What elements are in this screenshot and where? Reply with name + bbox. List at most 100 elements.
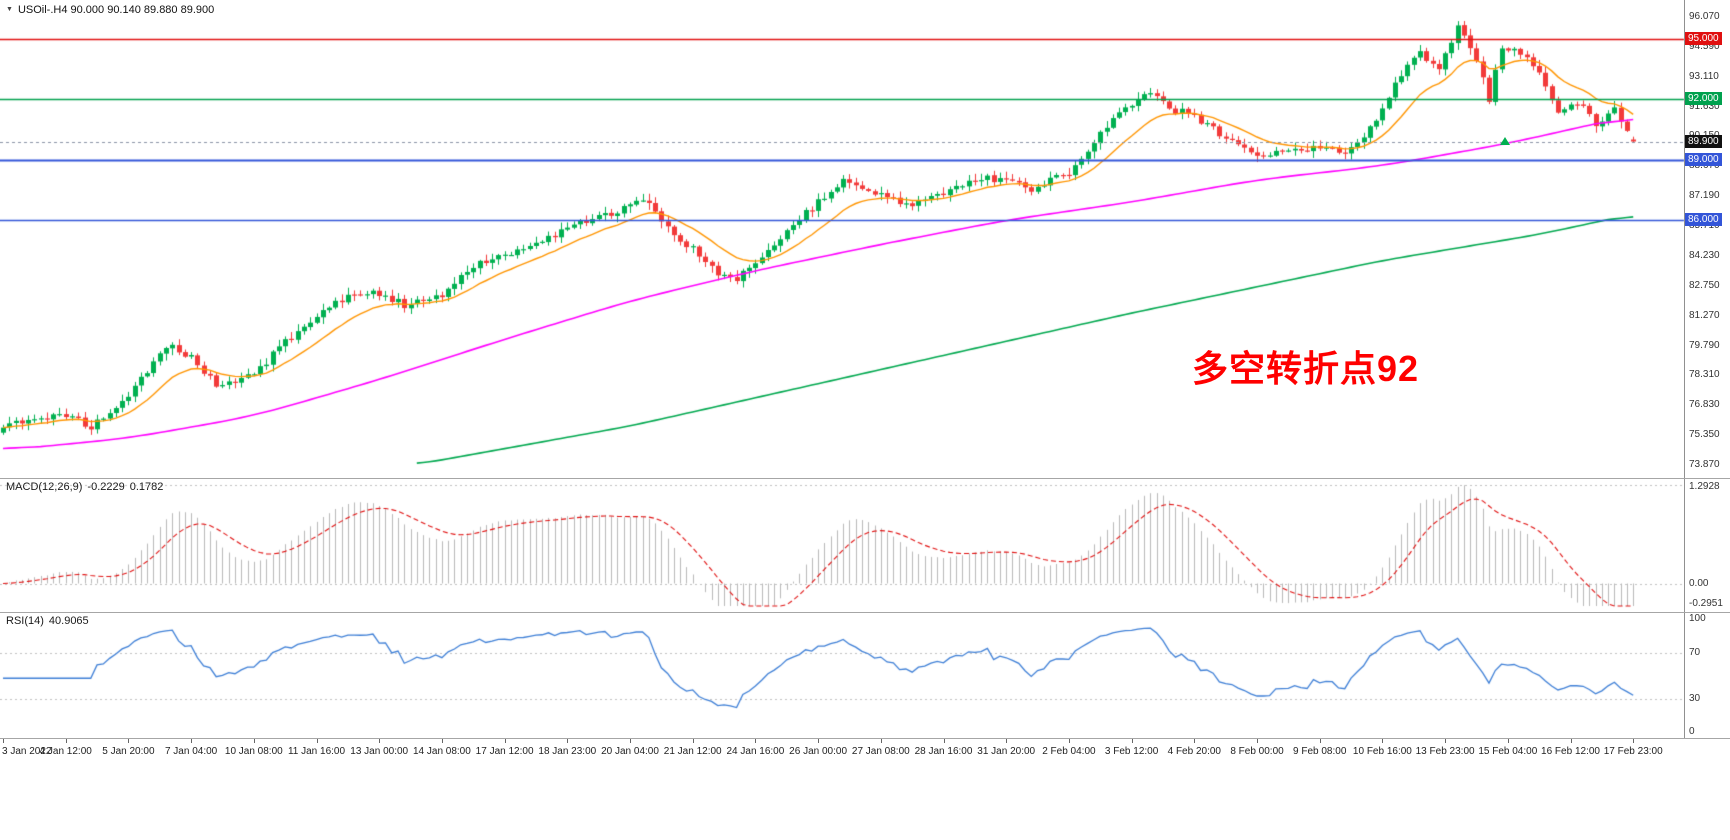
macd-panel: MACD(12,26,9) -0.2229 0.1782 1.2928 0.00 -0.…	[0, 479, 1730, 613]
time-axis-label: 20 Jan 04:00	[601, 746, 659, 757]
time-axis-tick	[943, 739, 945, 743]
time-axis-label: 27 Jan 08:00	[851, 746, 910, 757]
price-tick-label: 81.270	[1689, 309, 1720, 321]
time-axis-tick	[1257, 739, 1258, 743]
time-axis-tick	[1382, 739, 1384, 743]
time-axis-tick	[316, 739, 318, 743]
time-axis-label: 28 Jan 16:00	[914, 746, 973, 757]
time-axis-label: 13 Jan 00:00	[350, 746, 409, 757]
time-axis-tick	[692, 739, 694, 743]
time-axis-label: 5 Jan 20:00	[102, 746, 155, 757]
price-tick-label: 96.070	[1689, 11, 1720, 22]
chart-menu-icon[interactable]: ▼	[6, 6, 13, 13]
time-axis-label: 13 Feb 23:00	[1415, 746, 1475, 757]
time-axis-label: 21 Jan 12:00	[663, 746, 722, 757]
price-level-badge: 95.000	[1685, 31, 1722, 45]
current-price-badge: 89.900	[1685, 134, 1722, 148]
time-axis-tick	[3, 739, 4, 743]
buy-arrow-marker[interactable]	[1500, 137, 1510, 145]
rsi-canvas[interactable]	[0, 613, 1730, 738]
price-axis[interactable]: 96.07094.59093.11091.63090.15088.67087.1…	[1684, 0, 1730, 478]
time-axis-tick	[1068, 739, 1070, 743]
macd-name: MACD(12,26,9)	[6, 481, 83, 493]
time-axis-label: 3 Jan 2022	[2, 746, 52, 757]
time-axis-label: 26 Jan 00:00	[789, 746, 848, 757]
time-axis-label: 10 Jan 08:00	[224, 746, 283, 757]
price-level-badge: 86.000	[1685, 213, 1722, 227]
time-axis-label: 7 Jan 04:00	[164, 746, 218, 757]
symbol-ohlc-text: USOil-.H4 90.000 90.140 89.880 89.900	[17, 4, 215, 16]
rsi-axis-label: 70	[1689, 646, 1701, 658]
time-axis-label: 4 Jan 12:00	[39, 746, 92, 757]
time-axis-label: 9 Feb 08:00	[1293, 746, 1347, 757]
price-chart-canvas[interactable]	[0, 0, 1730, 478]
price-tick-label: 78.310	[1689, 369, 1720, 381]
rsi-value: 40.9065	[48, 615, 89, 627]
time-axis-label: 14 Jan 08:00	[412, 746, 471, 757]
macd-axis-label: -0.2951	[1689, 598, 1723, 609]
rsi-axis-label: 0	[1689, 726, 1695, 737]
macd-axis[interactable]: 1.2928 0.00 -0.2951	[1684, 479, 1730, 612]
rsi-label: RSI(14) 40.9065	[6, 615, 94, 627]
time-axis-tick	[253, 739, 255, 743]
price-tick-label: 73.870	[1689, 459, 1720, 470]
annotation-text[interactable]: 多空转折点92	[1192, 348, 1420, 389]
rsi-panel: RSI(14) 40.9065 100 70 30 0	[0, 613, 1730, 739]
time-axis-tick	[504, 739, 506, 743]
rsi-axis[interactable]: 100 70 30 0	[1684, 613, 1730, 738]
price-tick-label: 75.350	[1689, 429, 1720, 441]
time-axis-tick	[1319, 739, 1321, 743]
time-axis-label: 15 Feb 04:00	[1478, 746, 1538, 757]
time-axis-tick	[567, 739, 569, 743]
macd-label: MACD(12,26,9) -0.2229 0.1782	[6, 481, 168, 493]
time-axis-tick	[1194, 739, 1196, 743]
rsi-axis-label: 30	[1689, 692, 1701, 704]
symbol-info-bar: ▼ USOil-.H4 90.000 90.140 89.880 89.900	[6, 4, 214, 16]
rsi-axis-label: 100	[1689, 613, 1706, 624]
time-axis-tick	[880, 739, 882, 743]
time-axis-tick	[1131, 739, 1133, 743]
time-axis-tick	[191, 739, 193, 743]
price-tick-label: 84.230	[1689, 249, 1720, 261]
price-panel: ▼ USOil-.H4 90.000 90.140 89.880 89.900 多…	[0, 0, 1730, 479]
price-tick-label: 76.830	[1689, 399, 1720, 411]
rsi-name: RSI(14)	[6, 615, 44, 627]
price-level-badge: 89.000	[1685, 152, 1722, 166]
time-axis[interactable]: 3 Jan 2022 4 Jan 12:00 5 Jan 20:00 7 Jan 04…	[0, 739, 1730, 840]
price-level-badge: 92.000	[1685, 92, 1722, 106]
time-axis-tick	[755, 739, 757, 743]
time-axis-tick	[65, 739, 67, 743]
macd-axis-label: 1.2928	[1689, 481, 1720, 492]
price-tick-label: 94.590	[1689, 40, 1720, 52]
time-axis-tick	[1507, 739, 1509, 743]
time-axis-label: 31 Jan 20:00	[977, 746, 1036, 757]
time-axis-tick	[128, 739, 130, 743]
macd-main-value: -0.2229	[87, 481, 125, 493]
time-axis-tick	[1445, 739, 1447, 743]
time-axis-label: 18 Jan 23:00	[538, 746, 597, 757]
price-tick-label: 82.750	[1689, 279, 1720, 291]
macd-axis-label: 0.00	[1689, 577, 1709, 589]
time-axis-label: 3 Feb 12:00	[1104, 746, 1159, 757]
time-axis-label: 11 Jan 16:00	[287, 746, 346, 757]
time-axis-label: 16 Feb 12:00	[1541, 746, 1600, 757]
time-axis-tick	[818, 739, 820, 743]
macd-canvas[interactable]	[0, 479, 1730, 612]
time-axis-tick	[630, 739, 631, 743]
time-axis-tick	[1633, 739, 1635, 743]
time-axis-tick	[379, 739, 381, 743]
time-axis-label: 2 Feb 04:00	[1042, 746, 1096, 757]
time-axis-tick	[441, 739, 443, 743]
time-axis-label: 4 Feb 20:00	[1167, 746, 1221, 757]
macd-signal-value: 0.1782	[129, 481, 164, 493]
time-axis-label: 17 Jan 12:00	[475, 746, 534, 757]
price-tick-label: 87.190	[1689, 190, 1720, 202]
time-axis-tick	[1570, 739, 1572, 743]
time-axis-label: 17 Feb 23:00	[1603, 746, 1663, 757]
time-axis-label: 24 Jan 16:00	[726, 746, 785, 757]
time-axis-label: 8 Feb 00:00	[1230, 746, 1284, 757]
time-axis-tick	[1006, 739, 1008, 743]
price-tick-label: 91.630	[1689, 100, 1720, 112]
time-axis-label: 10 Feb 16:00	[1352, 746, 1412, 757]
